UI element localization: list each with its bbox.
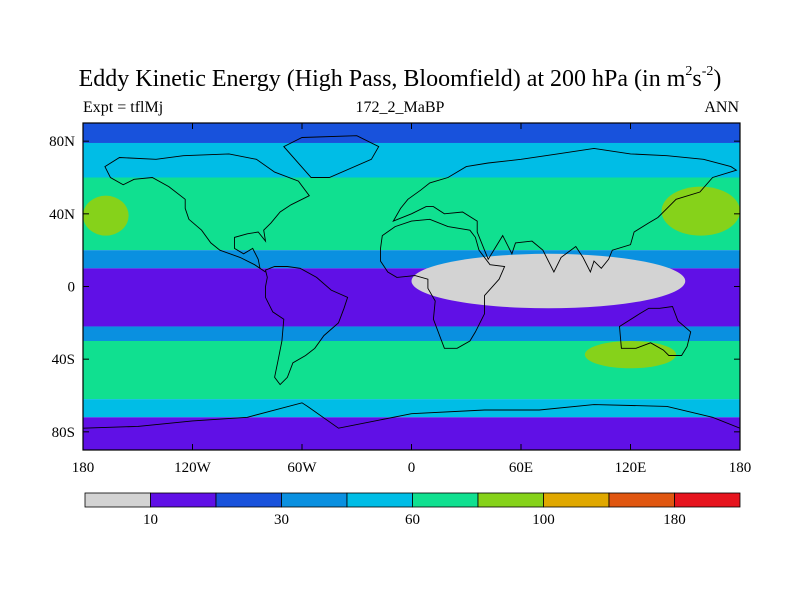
colorbar-swatch: [412, 492, 479, 508]
x-tick-label: 120W: [174, 460, 212, 476]
colorbar-swatch: [477, 492, 544, 508]
x-tick-label: 180: [729, 460, 752, 476]
contour-fields: [83, 123, 740, 450]
band-1: [83, 142, 740, 178]
colorbar-swatch: [84, 492, 151, 508]
y-tick-label: 80N: [49, 134, 75, 150]
x-tick-label: 180: [72, 460, 95, 476]
continent-6: [283, 135, 380, 178]
x-tick-label: 60W: [287, 460, 317, 476]
colorbar-swatch: [346, 492, 413, 508]
x-tick-label: 120E: [615, 460, 647, 476]
continent-0: [104, 153, 310, 273]
feature-2: [584, 341, 677, 369]
continent-4: [619, 306, 692, 356]
colorbar-label: 180: [663, 512, 686, 528]
colorbar-swatch: [608, 492, 675, 508]
colorbar-swatch: [674, 492, 741, 508]
colorbar-label: 30: [274, 512, 289, 528]
x-tick-label: 60E: [509, 460, 533, 476]
y-tick-label: 0: [68, 280, 76, 296]
season-label: ANN: [704, 99, 739, 116]
band-5: [83, 326, 740, 341]
colorbar-label: 60: [405, 512, 420, 528]
axis-ticks: 180 120W 60W 0 60E 120E 180 80N 40N 0 40S 80S: [49, 123, 751, 476]
feature-1: [661, 186, 740, 236]
y-tick-label: 40S: [52, 352, 75, 368]
colorbar-swatch: [150, 492, 217, 508]
feature-3: [411, 253, 686, 309]
continent-outlines: [83, 135, 740, 450]
colorbar-label: 100: [532, 512, 555, 528]
continent-2: [392, 147, 738, 274]
chart-title: Eddy Kinetic Energy (High Pass, Bloomfie…: [78, 64, 722, 92]
experiment-label: Expt = tflMj: [83, 99, 164, 116]
band-7: [83, 399, 740, 418]
y-tick-label: 80S: [52, 425, 75, 441]
colorbar-swatch: [281, 492, 348, 508]
feature-0: [83, 195, 129, 236]
band-0: [83, 123, 740, 143]
colorbar-swatch: [215, 492, 282, 508]
continent-5: [83, 402, 740, 450]
y-tick-label: 40N: [49, 207, 75, 223]
continent-1: [264, 266, 349, 386]
colorbar: 10 30 60 100 180: [84, 492, 741, 528]
x-tick-label: 0: [408, 460, 416, 476]
continent-3: [380, 218, 506, 349]
colorbar-swatch: [543, 492, 610, 508]
case-label: 172_2_MaBP: [355, 99, 445, 116]
colorbar-label: 10: [143, 512, 158, 528]
